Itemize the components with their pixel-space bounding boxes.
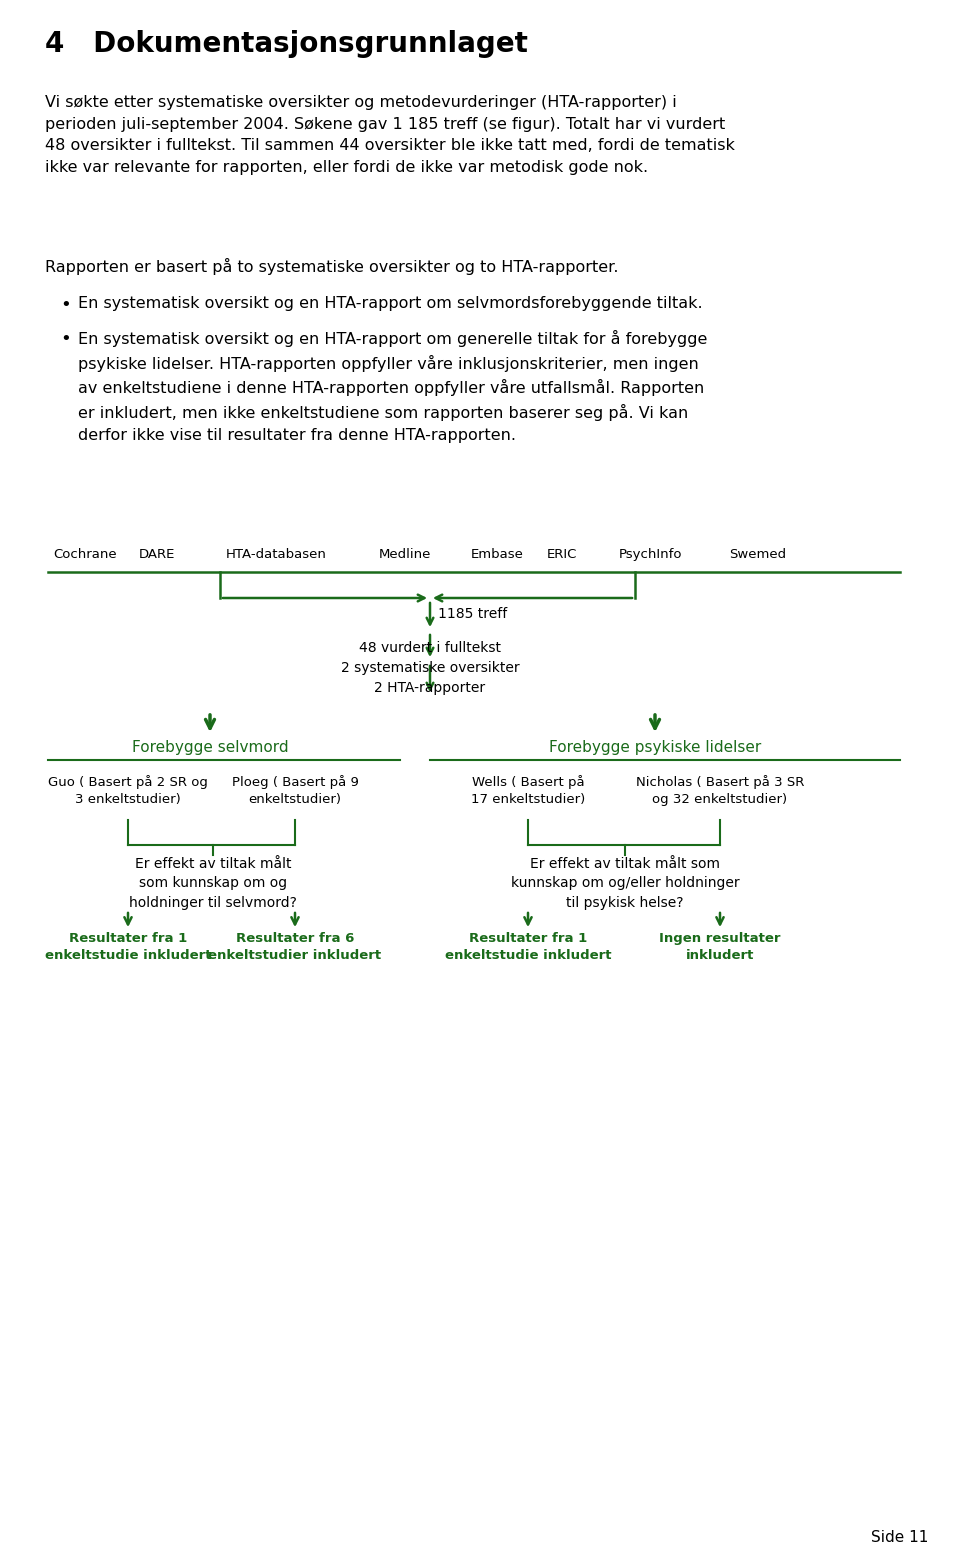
Text: Forebygge selvmord: Forebygge selvmord <box>132 741 288 755</box>
Text: Resultater fra 1
enkeltstudie inkludert: Resultater fra 1 enkeltstudie inkludert <box>444 932 612 962</box>
Text: Side 11: Side 11 <box>871 1530 928 1545</box>
Text: ERIC: ERIC <box>547 548 578 562</box>
Text: Embase: Embase <box>470 548 523 562</box>
Text: Forebygge psykiske lidelser: Forebygge psykiske lidelser <box>549 741 761 755</box>
Text: 4   Dokumentasjonsgrunnlaget: 4 Dokumentasjonsgrunnlaget <box>45 30 528 58</box>
Text: En systematisk oversikt og en HTA-rapport om selvmordsforebyggende tiltak.: En systematisk oversikt og en HTA-rappor… <box>78 296 703 311</box>
Text: Cochrane: Cochrane <box>53 548 116 562</box>
Text: Wells ( Basert på
17 enkeltstudier): Wells ( Basert på 17 enkeltstudier) <box>470 775 586 806</box>
Text: Resultater fra 1
enkeltstudie inkludert: Resultater fra 1 enkeltstudie inkludert <box>45 932 211 962</box>
Text: Rapporten er basert på to systematiske oversikter og to HTA-rapporter.: Rapporten er basert på to systematiske o… <box>45 258 618 275</box>
Text: Ingen resultater
inkludert: Ingen resultater inkludert <box>660 932 780 962</box>
Text: Resultater fra 6
enkeltstudier inkludert: Resultater fra 6 enkeltstudier inkludert <box>208 932 381 962</box>
Text: Er effekt av tiltak målt
som kunnskap om og
holdninger til selvmord?: Er effekt av tiltak målt som kunnskap om… <box>129 857 297 910</box>
Text: •: • <box>60 296 71 314</box>
Text: Er effekt av tiltak målt som
kunnskap om og/eller holdninger
til psykisk helse?: Er effekt av tiltak målt som kunnskap om… <box>511 857 739 910</box>
Text: Ploeg ( Basert på 9
enkeltstudier): Ploeg ( Basert på 9 enkeltstudier) <box>231 775 358 806</box>
Text: En systematisk oversikt og en HTA-rapport om generelle tiltak for å forebygge
ps: En systematisk oversikt og en HTA-rappor… <box>78 330 708 443</box>
Text: 48 vurdert i fulltekst: 48 vurdert i fulltekst <box>359 641 501 655</box>
Text: Guo ( Basert på 2 SR og
3 enkeltstudier): Guo ( Basert på 2 SR og 3 enkeltstudier) <box>48 775 208 806</box>
Text: DARE: DARE <box>139 548 176 562</box>
Text: 1185 treff: 1185 treff <box>438 607 507 621</box>
Text: •: • <box>60 330 71 349</box>
Text: Swemed: Swemed <box>730 548 787 562</box>
Text: PsychInfo: PsychInfo <box>619 548 683 562</box>
Text: Medline: Medline <box>379 548 432 562</box>
Text: Nicholas ( Basert på 3 SR
og 32 enkeltstudier): Nicholas ( Basert på 3 SR og 32 enkeltst… <box>636 775 804 806</box>
Text: 2 systematiske oversikter
2 HTA-rapporter: 2 systematiske oversikter 2 HTA-rapporte… <box>341 661 519 694</box>
Text: HTA-databasen: HTA-databasen <box>226 548 326 562</box>
Text: Vi søkte etter systematiske oversikter og metodevurderinger (HTA-rapporter) i
pe: Vi søkte etter systematiske oversikter o… <box>45 95 734 174</box>
